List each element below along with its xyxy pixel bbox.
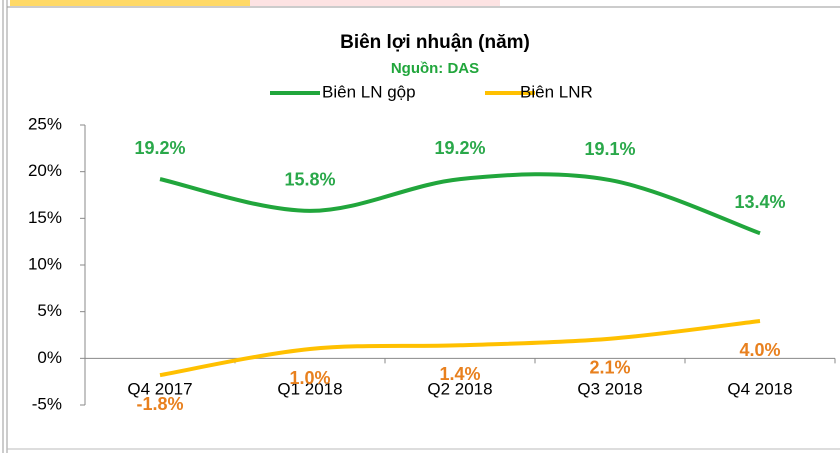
top-decoration: [10, 0, 250, 6]
data-label: 4.0%: [739, 340, 780, 360]
data-label: 2.1%: [589, 357, 630, 377]
data-label: 13.4%: [734, 192, 785, 212]
y-tick-label: 15%: [28, 208, 62, 227]
legend-label: Biên LNR: [520, 82, 593, 101]
data-label: 19.2%: [434, 138, 485, 158]
chart-subtitle: Nguồn: DAS: [391, 60, 479, 77]
legend-label: Biên LN gộp: [322, 82, 416, 101]
x-tick-label: Q3 2018: [577, 379, 642, 398]
x-tick-label: Q2 2018: [427, 379, 492, 398]
y-tick-label: 5%: [37, 301, 62, 320]
x-tick-label: Q1 2018: [277, 379, 342, 398]
y-tick-label: 10%: [28, 254, 62, 273]
y-tick-label: 20%: [28, 161, 62, 180]
y-tick-label: 0%: [37, 348, 62, 367]
line: [159, 319, 761, 378]
y-tick-label: -5%: [32, 394, 62, 413]
data-label: 1.0%: [289, 368, 330, 388]
line: [159, 172, 761, 236]
y-tick-label: 25%: [28, 114, 62, 133]
data-label: 19.1%: [584, 139, 635, 159]
chart-title: Biên lợi nhuận (năm): [340, 32, 530, 53]
top-decoration: [250, 0, 500, 6]
x-tick-label: Q4 2017: [127, 379, 192, 398]
data-label: 15.8%: [284, 170, 335, 190]
data-label: -1.8%: [136, 394, 183, 414]
data-label: 19.2%: [134, 138, 185, 158]
data-label: 1.4%: [439, 364, 480, 384]
x-tick-label: Q4 2018: [727, 379, 792, 398]
